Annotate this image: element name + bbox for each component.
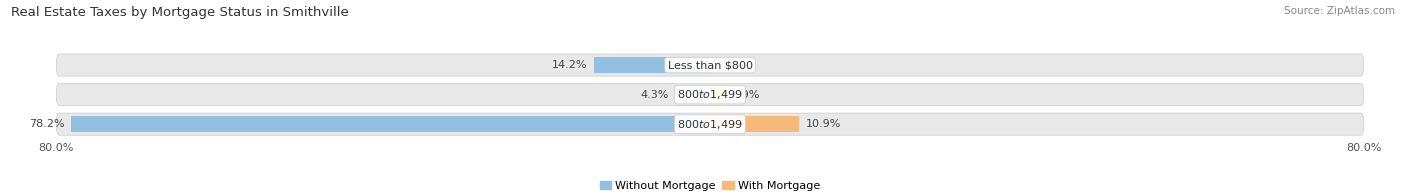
Text: 14.2%: 14.2% bbox=[553, 60, 588, 70]
Text: 0.0%: 0.0% bbox=[717, 60, 745, 70]
Text: Real Estate Taxes by Mortgage Status in Smithville: Real Estate Taxes by Mortgage Status in … bbox=[11, 6, 349, 19]
Bar bbox=[70, 116, 710, 132]
Text: Source: ZipAtlas.com: Source: ZipAtlas.com bbox=[1284, 6, 1395, 16]
Bar bbox=[710, 116, 799, 132]
Legend: Without Mortgage, With Mortgage: Without Mortgage, With Mortgage bbox=[595, 176, 825, 195]
Text: 4.3%: 4.3% bbox=[640, 90, 668, 100]
FancyBboxPatch shape bbox=[56, 113, 1364, 135]
Text: $800 to $1,499: $800 to $1,499 bbox=[678, 88, 742, 101]
FancyBboxPatch shape bbox=[56, 54, 1364, 76]
Text: Less than $800: Less than $800 bbox=[668, 60, 752, 70]
Text: 78.2%: 78.2% bbox=[28, 119, 65, 129]
FancyBboxPatch shape bbox=[56, 83, 1364, 106]
Bar bbox=[710, 87, 725, 102]
Text: $800 to $1,499: $800 to $1,499 bbox=[678, 118, 742, 131]
Text: 1.9%: 1.9% bbox=[733, 90, 761, 100]
Bar bbox=[675, 87, 710, 102]
Bar bbox=[593, 57, 710, 73]
Text: 10.9%: 10.9% bbox=[806, 119, 841, 129]
